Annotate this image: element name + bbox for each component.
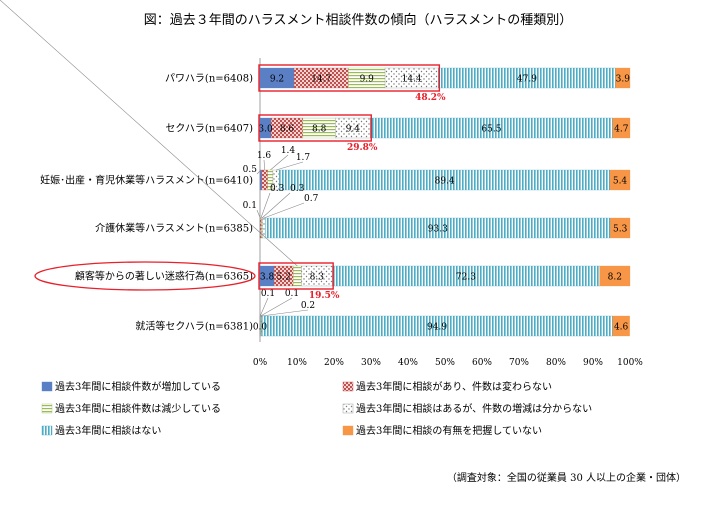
value-label: 9.4 — [346, 125, 361, 135]
bar-segment — [615, 67, 631, 89]
value-label: 0.1 — [261, 289, 275, 299]
callout-line — [256, 209, 261, 219]
value-label: 5.3 — [613, 225, 628, 235]
value-label: 1.7 — [296, 153, 311, 163]
value-label: 0.0 — [253, 323, 268, 333]
value-label: 47.9 — [517, 75, 537, 85]
category-label: パワハラ(n=6408) — [165, 73, 253, 85]
x-tick-label: 90% — [583, 358, 603, 368]
highlight-total-label: 29.8% — [347, 143, 378, 153]
chart-note: （調査対象：全国の従業員 30 人以上の企業・団体） — [447, 471, 686, 484]
callout-line — [263, 202, 305, 219]
legend-swatch — [342, 381, 354, 392]
bar-segment — [612, 315, 630, 337]
highlight-box — [258, 262, 334, 290]
value-label: 3.9 — [616, 75, 631, 85]
legend-swatch — [41, 381, 53, 392]
legend-label: 過去3年間に相談の有無を把握していない — [356, 424, 542, 437]
x-tick-label: 10% — [287, 358, 307, 368]
value-label: 94.9 — [427, 323, 447, 333]
x-tick-label: 20% — [324, 358, 344, 368]
x-tick-label: 100% — [617, 358, 643, 368]
value-label: 4.6 — [614, 323, 629, 333]
value-label: 1.4 — [281, 146, 296, 156]
x-tick-label: 40% — [398, 358, 418, 368]
callout-line — [259, 297, 269, 317]
value-label: 8.3 — [310, 273, 325, 283]
value-label: 3.8 — [260, 273, 275, 283]
callout-line — [0, 0, 298, 267]
value-label: 0.1 — [243, 201, 257, 211]
legend-label: 過去3年間に相談件数が増加している — [55, 380, 221, 393]
category-highlight-ellipse — [34, 261, 256, 291]
legend-label: 過去3年間に相談はない — [55, 424, 161, 437]
callout-line — [260, 192, 271, 219]
highlight-box — [258, 114, 372, 142]
bar-segment — [610, 217, 631, 239]
legend-swatch — [41, 425, 53, 436]
highlight-box — [258, 64, 441, 92]
bar-segment — [293, 265, 302, 287]
value-label: 89.4 — [435, 177, 455, 187]
bar-segment — [259, 169, 263, 191]
category-label: 就活等セクハラ(n=6381) — [135, 320, 253, 333]
plot-area: パワハラ(n=6408) 9.2 14.7 9.9 14.4 47.9 3.9 セクハラ(n=… — [0, 0, 643, 437]
bar-segment — [261, 169, 268, 191]
callout-line — [270, 154, 289, 171]
x-tick-label: 0% — [253, 358, 268, 368]
value-label: 0.3 — [270, 184, 285, 194]
x-tick-label: 70% — [509, 358, 529, 368]
bar-segment — [612, 117, 631, 139]
category-label: セクハラ(n=6407) — [165, 123, 253, 135]
value-label: 14.7 — [311, 75, 331, 85]
callout-line — [261, 309, 309, 317]
value-label: 8.8 — [312, 125, 327, 135]
value-label: 0.1 — [285, 289, 299, 299]
value-label: 0.5 — [243, 165, 258, 175]
chart-title: 図：過去３年間のハラスメント相談件数の傾向（ハラスメントの種類別） — [144, 12, 572, 28]
legend-swatch — [342, 425, 354, 436]
legend-label: 過去3年間に相談件数は減少している — [55, 402, 221, 415]
x-tick-label: 60% — [472, 358, 492, 368]
value-label: 65.5 — [481, 125, 501, 135]
value-label: 8.2 — [608, 273, 622, 283]
value-label: 0.2 — [301, 301, 315, 311]
value-label: 4.7 — [614, 125, 629, 135]
value-label: 14.4 — [402, 75, 422, 85]
value-label: 5.2 — [277, 273, 291, 283]
category-label: 顧客等からの著しい迷惑行為(n=6365) — [75, 270, 253, 283]
highlight-total-label: 48.2% — [415, 93, 446, 103]
bar-segment — [260, 217, 262, 239]
legend-swatch — [41, 403, 53, 414]
category-label: 介護休業等ハラスメント(n=6385) — [95, 222, 253, 235]
x-tick-label: 80% — [546, 358, 566, 368]
legend-swatch — [342, 403, 354, 414]
value-label: 72.3 — [456, 273, 476, 283]
value-label: 2.2 — [0, 0, 7, 3]
value-label: 0.3 — [290, 184, 305, 194]
bar-segment — [609, 169, 631, 191]
legend-label: 過去3年間に相談があり、件数は変わらない — [356, 380, 552, 393]
category-label: 妊娠･出産・育児休業等ハラスメント(n=6410) — [40, 174, 253, 187]
value-label: 1.6 — [257, 151, 272, 161]
bar-segment — [599, 265, 631, 287]
legend-label: 過去3年間に相談はあるが、件数の増減は分からない — [356, 402, 592, 415]
value-label: 9.9 — [360, 75, 375, 85]
x-tick-label: 50% — [435, 358, 455, 368]
callout-line — [256, 169, 262, 175]
callout-line — [261, 192, 291, 219]
highlight-total-label: 19.5% — [309, 291, 340, 301]
callout-line — [263, 159, 266, 171]
value-label: 8.6 — [280, 125, 295, 135]
value-label: 5.4 — [613, 177, 628, 187]
callout-line — [260, 297, 293, 317]
value-label: 9.2 — [270, 75, 284, 85]
value-label: 93.3 — [428, 225, 448, 235]
value-label: 0.7 — [304, 194, 319, 204]
callout-line — [276, 161, 304, 171]
value-label: 3.0 — [258, 125, 273, 135]
x-tick-label: 30% — [361, 358, 381, 368]
